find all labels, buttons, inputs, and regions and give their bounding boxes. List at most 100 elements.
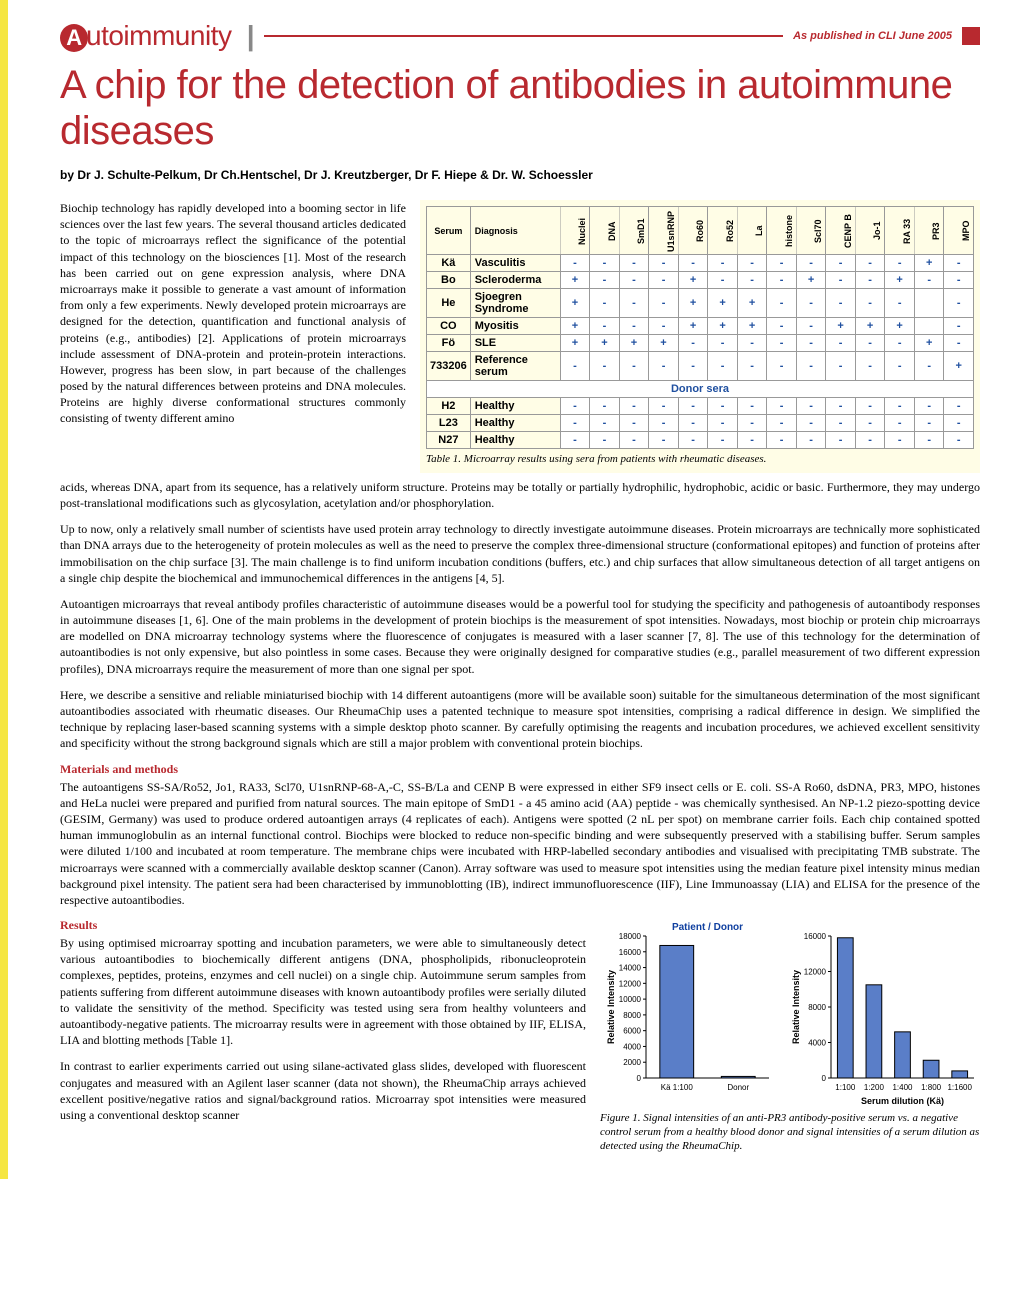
cell-value: -	[914, 272, 944, 289]
figure1-charts: Patient / Donor0200040006000800010000120…	[600, 918, 980, 1108]
header-end-box-icon	[962, 27, 980, 45]
cell-value: -	[767, 335, 797, 352]
cell-serum: Bo	[427, 272, 471, 289]
cell-value: -	[796, 432, 826, 449]
cell-value: -	[796, 289, 826, 318]
donor-header-cell: Donor sera	[427, 381, 974, 398]
cell-value: -	[914, 432, 944, 449]
cell-value: -	[649, 415, 679, 432]
cell-value: -	[855, 415, 885, 432]
cell-value: -	[767, 318, 797, 335]
svg-text:1:400: 1:400	[892, 1083, 913, 1092]
figure1-left-chart: Patient / Donor0200040006000800010000120…	[600, 918, 775, 1108]
svg-text:18000: 18000	[619, 932, 642, 941]
cell-value: +	[560, 272, 590, 289]
cell-serum: H2	[427, 398, 471, 415]
figure1-container: Patient / Donor0200040006000800010000120…	[600, 918, 980, 1153]
cell-value: -	[826, 289, 856, 318]
svg-text:0: 0	[637, 1074, 642, 1083]
cell-value: -	[649, 352, 679, 381]
svg-text:Serum dilution (Kä): Serum dilution (Kä)	[861, 1096, 944, 1106]
cell-value: -	[855, 272, 885, 289]
cell-value: -	[649, 272, 679, 289]
cell-value: -	[590, 352, 620, 381]
cell-value: -	[737, 272, 767, 289]
cell-value: -	[826, 255, 856, 272]
cell-value: -	[560, 352, 590, 381]
svg-text:14000: 14000	[619, 964, 642, 973]
table1-caption: Table 1. Microarray results using sera f…	[426, 453, 974, 467]
cell-value: -	[737, 415, 767, 432]
cell-value: -	[767, 432, 797, 449]
cell-value	[914, 318, 944, 335]
cell-serum: N27	[427, 432, 471, 449]
cell-value: +	[826, 318, 856, 335]
intro-para-3: Autoantigen microarrays that reveal anti…	[60, 596, 980, 677]
cell-value: -	[678, 352, 708, 381]
intro-para-4: Here, we describe a sensitive and reliab…	[60, 687, 980, 752]
cell-value: -	[708, 398, 738, 415]
byline: by Dr J. Schulte-Pelkum, Dr Ch.Hentschel…	[60, 168, 980, 182]
cell-value: -	[855, 432, 885, 449]
cell-value: -	[885, 415, 915, 432]
cell-value: +	[914, 255, 944, 272]
th-antigen: CENP B	[826, 207, 856, 255]
svg-text:Relative Intensity: Relative Intensity	[606, 970, 616, 1044]
th-antigen: U1snRNP	[649, 207, 679, 255]
cell-value: +	[737, 318, 767, 335]
section-cap-icon: A	[60, 24, 88, 52]
th-antigen: RA 33	[885, 207, 915, 255]
cell-value: -	[914, 415, 944, 432]
th-antigen: MPO	[944, 207, 974, 255]
methods-body: The autoantigens SS-SA/Ro52, Jo1, RA33, …	[60, 779, 980, 909]
cell-value: -	[560, 432, 590, 449]
svg-text:1:100: 1:100	[835, 1083, 856, 1092]
cell-value: -	[708, 352, 738, 381]
cell-value: -	[708, 415, 738, 432]
cell-value: -	[796, 398, 826, 415]
cell-value: -	[855, 289, 885, 318]
table-row: L23Healthy--------------	[427, 415, 974, 432]
table-row: BoScleroderma+---+---+--+--	[427, 272, 974, 289]
cell-value: -	[826, 398, 856, 415]
cell-value: +	[855, 318, 885, 335]
cell-value: -	[944, 289, 974, 318]
cell-value: -	[826, 272, 856, 289]
header-rule	[264, 35, 783, 37]
cell-serum: He	[427, 289, 471, 318]
intro-block: Serum Diagnosis Nuclei DNA SmD1 U1snRNP …	[60, 200, 980, 479]
th-antigen: Jo-1	[855, 207, 885, 255]
cell-value: -	[619, 272, 649, 289]
cell-value: -	[678, 415, 708, 432]
th-antigen: DNA	[590, 207, 620, 255]
cell-value: -	[649, 318, 679, 335]
cell-value: -	[619, 415, 649, 432]
cell-value: +	[708, 289, 738, 318]
cell-value: +	[678, 289, 708, 318]
th-antigen: SmD1	[619, 207, 649, 255]
cell-value: -	[649, 398, 679, 415]
svg-text:16000: 16000	[619, 948, 642, 957]
cell-value: +	[678, 318, 708, 335]
svg-text:8000: 8000	[808, 1003, 826, 1012]
cell-value: -	[619, 398, 649, 415]
svg-text:12000: 12000	[619, 979, 642, 988]
article-title: A chip for the detection of antibodies i…	[60, 62, 980, 154]
cell-value: -	[619, 432, 649, 449]
table-row: HeSjoegren Syndrome+---+++------	[427, 289, 974, 318]
cell-value: -	[560, 255, 590, 272]
cell-value: -	[678, 398, 708, 415]
cell-value: -	[590, 318, 620, 335]
svg-text:1:800: 1:800	[921, 1083, 942, 1092]
cell-value: -	[649, 289, 679, 318]
cell-serum: L23	[427, 415, 471, 432]
cell-value: +	[796, 272, 826, 289]
donor-header-row: Donor sera	[427, 381, 974, 398]
cell-diagnosis: Scleroderma	[470, 272, 560, 289]
cell-value: -	[767, 352, 797, 381]
cell-value: -	[826, 352, 856, 381]
cell-diagnosis: Healthy	[470, 398, 560, 415]
cell-diagnosis: Vasculitis	[470, 255, 560, 272]
cell-value: -	[944, 398, 974, 415]
cell-value: -	[590, 432, 620, 449]
